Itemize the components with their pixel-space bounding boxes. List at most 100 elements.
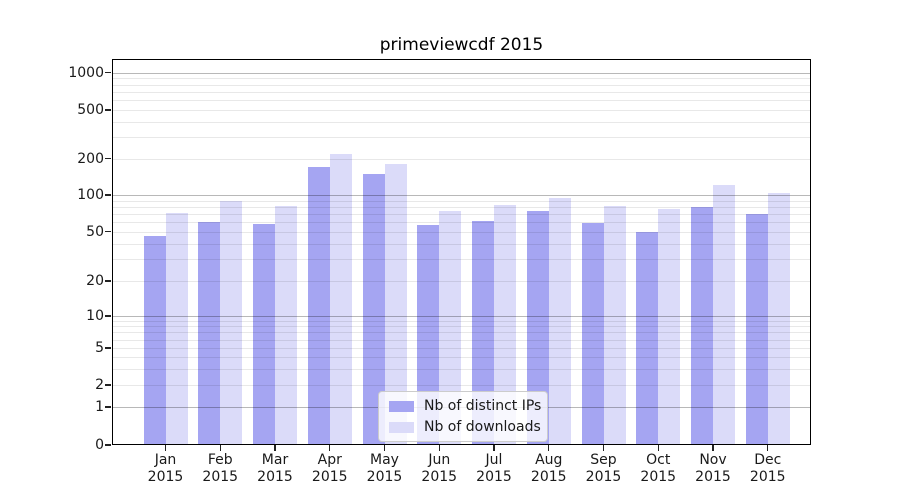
y-tick-mark-20 [105, 280, 111, 282]
legend-swatch-downloads [389, 421, 414, 433]
gridline-minor-60 [112, 221, 811, 223]
legend: Nb of distinct IPs Nb of downloads [378, 391, 548, 442]
plot-area [112, 59, 811, 445]
bar-downloads-aug [548, 198, 571, 445]
bar-downloads-dec [767, 193, 790, 445]
x-tick-label-jul: Jul 2015 [459, 452, 529, 486]
x-tick-year-aug: 2015 [530, 469, 567, 485]
gridline-major-1000 [112, 72, 811, 74]
gridline-minor-300 [112, 137, 811, 139]
x-tick-year-sep: 2015 [585, 469, 622, 485]
y-tick-label-100: 100 [77, 187, 104, 203]
x-tick-label-oct: Oct 2015 [623, 452, 693, 486]
gridline-minor-2 [112, 385, 811, 386]
x-tick-year-feb: 2015 [202, 469, 239, 485]
bar-ips-dec [745, 213, 768, 445]
gridline-minor-5 [112, 348, 811, 349]
bar-downloads-nov [713, 184, 735, 445]
gridline-minor-6 [112, 339, 811, 341]
x-tick-mark-sep [602, 445, 605, 451]
x-tick-label-feb: Feb 2015 [185, 452, 255, 486]
x-tick-label-may: May 2015 [350, 452, 420, 486]
y-tick-mark-1 [105, 406, 111, 408]
y-tick-mark-1000 [105, 71, 111, 74]
bar-ips-apr [307, 167, 330, 445]
bar-downloads-mar [275, 206, 297, 445]
gridline-minor-400 [112, 121, 811, 123]
bar-downloads-jul [494, 204, 516, 445]
y-tick-mark-100 [105, 194, 111, 196]
gridline-minor-7 [112, 332, 811, 334]
y-tick-label-50: 50 [86, 223, 104, 240]
gridline-minor-70 [112, 213, 811, 215]
x-tick-mark-dec [767, 445, 769, 451]
bar-ips-oct [636, 231, 659, 445]
x-tick-mark-oct [657, 445, 659, 451]
gridline-minor-40 [112, 243, 811, 245]
bar-ips-sep [581, 222, 604, 445]
x-tick-label-sep: Sep 2015 [569, 452, 639, 486]
bar-ips-mar [253, 223, 275, 445]
bar-downloads-jan [165, 213, 188, 445]
gridline-minor-3 [112, 368, 811, 370]
legend-item-distinct-ips: Nb of distinct IPs [389, 398, 541, 414]
y-tick-label-1: 1 [95, 399, 104, 415]
gridline-minor-700 [112, 91, 811, 93]
y-tick-label-0: 0 [95, 437, 104, 453]
bar-ips-jan [143, 236, 166, 445]
bar-downloads-feb [220, 200, 243, 445]
y-tick-mark-500 [105, 109, 111, 111]
gridline-minor-30 [112, 259, 811, 261]
x-tick-mark-may [383, 445, 386, 451]
y-tick-mark-5 [105, 347, 111, 349]
gridline-minor-900 [112, 78, 811, 80]
gridline-minor-20 [112, 281, 811, 282]
y-tick-label-500: 500 [77, 102, 104, 118]
gridline-minor-4 [112, 357, 811, 358]
bar-downloads-may [384, 164, 407, 445]
bar-ips-feb [198, 221, 221, 445]
x-tick-mark-jun [438, 445, 440, 451]
x-tick-mark-aug [548, 445, 550, 451]
y-tick-label-10: 10 [86, 308, 104, 324]
bar-ips-nov [691, 207, 713, 445]
gridline-minor-9 [112, 320, 811, 322]
y-tick-mark-10 [105, 315, 111, 317]
y-tick-mark-50 [105, 230, 111, 233]
gridline-minor-200 [112, 158, 811, 160]
x-tick-mark-feb [219, 445, 221, 451]
x-tick-mark-jan [164, 445, 167, 451]
gridline-minor-600 [112, 100, 811, 102]
gridline-minor-80 [112, 206, 811, 208]
bar-downloads-apr [329, 154, 352, 445]
y-tick-label-1000: 1000 [68, 64, 104, 81]
y-tick-mark-2 [105, 384, 111, 386]
y-tick-label-5: 5 [95, 340, 104, 356]
y-tick-label-20: 20 [86, 273, 104, 289]
x-tick-year-jul: 2015 [476, 469, 512, 485]
x-tick-year-jan: 2015 [147, 469, 184, 485]
x-tick-year-oct: 2015 [640, 469, 677, 485]
gridline-minor-90 [112, 200, 811, 202]
gridline-minor-8 [112, 326, 811, 328]
bar-downloads-jun [439, 210, 462, 445]
y-tick-mark-0 [105, 444, 111, 446]
x-tick-year-mar: 2015 [257, 469, 293, 485]
legend-label-downloads: Nb of downloads [424, 419, 541, 435]
x-tick-mark-jul [493, 445, 495, 451]
bar-ips-jun [417, 224, 440, 445]
x-tick-label-apr: Apr 2015 [295, 452, 365, 486]
y-tick-mark-200 [105, 157, 111, 160]
bar-downloads-sep [603, 206, 626, 445]
x-tick-label-jan: Jan 2015 [131, 452, 201, 486]
bar-downloads-oct [658, 208, 681, 445]
x-tick-mark-nov [712, 445, 714, 451]
x-tick-year-jun: 2015 [421, 469, 458, 485]
x-tick-mark-mar [274, 445, 276, 451]
x-tick-year-may: 2015 [366, 469, 403, 485]
gridline-minor-500 [112, 110, 811, 111]
gridline-major-100 [112, 195, 811, 197]
chart-title: primeviewcdf 2015 [379, 35, 544, 55]
x-tick-label-mar: Mar 2015 [240, 452, 310, 486]
